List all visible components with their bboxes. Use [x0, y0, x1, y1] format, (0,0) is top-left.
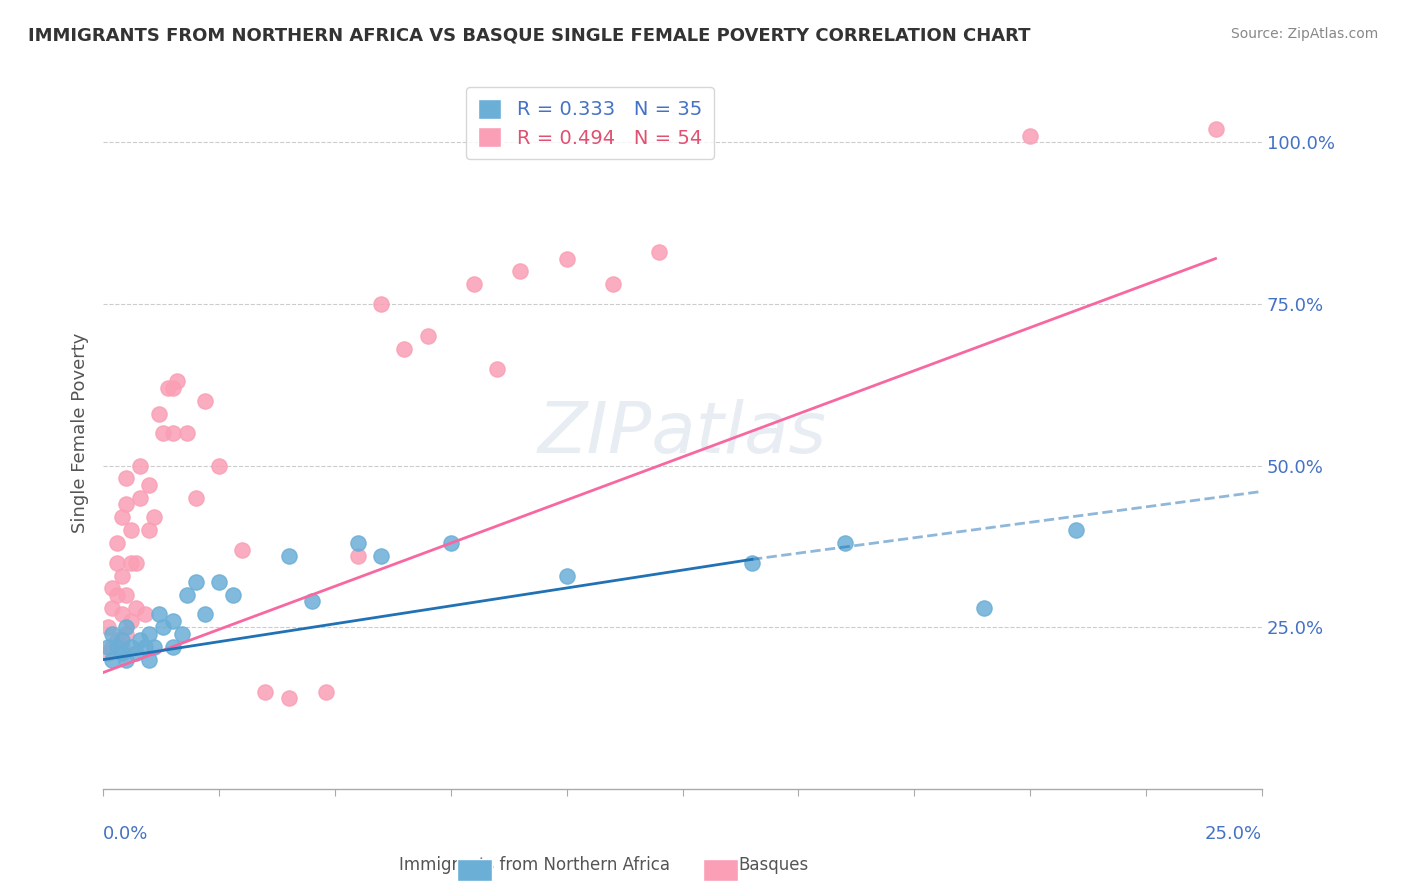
- Point: [101, 582, 124, 596]
- Point: [115, 471, 138, 485]
- Point: [111, 640, 134, 654]
- Point: [194, 393, 217, 408]
- Point: [111, 633, 134, 648]
- Text: 0.0%: 0.0%: [103, 824, 149, 843]
- Point: [416, 329, 439, 343]
- Point: [394, 342, 416, 356]
- Point: [1019, 128, 1042, 143]
- Point: [1066, 523, 1088, 537]
- Point: [166, 375, 188, 389]
- Point: [105, 588, 128, 602]
- Point: [97, 620, 120, 634]
- Point: [347, 549, 370, 563]
- Point: [111, 568, 134, 582]
- Point: [97, 646, 120, 660]
- Text: ZIPatlas: ZIPatlas: [538, 399, 827, 467]
- Point: [129, 491, 152, 505]
- Point: [138, 626, 160, 640]
- Point: [254, 685, 277, 699]
- Point: [741, 556, 763, 570]
- Point: [124, 556, 146, 570]
- Point: [134, 640, 156, 654]
- Point: [143, 640, 166, 654]
- Point: [101, 640, 124, 654]
- Text: IMMIGRANTS FROM NORTHERN AFRICA VS BASQUE SINGLE FEMALE POVERTY CORRELATION CHAR: IMMIGRANTS FROM NORTHERN AFRICA VS BASQU…: [28, 27, 1031, 45]
- Point: [277, 691, 299, 706]
- Text: Basques: Basques: [738, 856, 808, 874]
- Text: Source: ZipAtlas.com: Source: ZipAtlas.com: [1230, 27, 1378, 41]
- Point: [148, 407, 170, 421]
- Point: [170, 626, 193, 640]
- Point: [486, 361, 509, 376]
- Point: [111, 510, 134, 524]
- Point: [101, 626, 124, 640]
- Point: [120, 556, 142, 570]
- Point: [184, 574, 207, 589]
- Point: [440, 536, 463, 550]
- Text: Immigrants from Northern Africa: Immigrants from Northern Africa: [399, 856, 669, 874]
- Point: [301, 594, 323, 608]
- Point: [105, 536, 128, 550]
- Point: [463, 277, 485, 292]
- Point: [129, 633, 152, 648]
- Point: [162, 381, 184, 395]
- Point: [111, 646, 134, 660]
- Point: [124, 646, 146, 660]
- Point: [555, 252, 578, 266]
- Point: [111, 607, 134, 622]
- Point: [143, 510, 166, 524]
- Point: [176, 588, 198, 602]
- Point: [105, 633, 128, 648]
- Point: [602, 277, 624, 292]
- Point: [120, 523, 142, 537]
- Point: [120, 640, 142, 654]
- Point: [115, 620, 138, 634]
- Point: [222, 588, 245, 602]
- Point: [648, 245, 671, 260]
- Point: [152, 426, 174, 441]
- Point: [157, 381, 180, 395]
- Point: [101, 652, 124, 666]
- Point: [176, 426, 198, 441]
- Point: [184, 491, 207, 505]
- Point: [208, 574, 231, 589]
- Point: [129, 458, 152, 473]
- Point: [194, 607, 217, 622]
- Text: 25.0%: 25.0%: [1205, 824, 1263, 843]
- Legend: R = 0.333   N = 35, R = 0.494   N = 54: R = 0.333 N = 35, R = 0.494 N = 54: [465, 87, 714, 160]
- Point: [97, 640, 120, 654]
- Point: [138, 478, 160, 492]
- Point: [115, 588, 138, 602]
- Point: [148, 607, 170, 622]
- Point: [555, 568, 578, 582]
- Point: [162, 640, 184, 654]
- Point: [370, 549, 392, 563]
- Point: [162, 426, 184, 441]
- Point: [120, 614, 142, 628]
- Point: [124, 600, 146, 615]
- Point: [115, 497, 138, 511]
- Point: [1205, 122, 1227, 136]
- Point: [152, 620, 174, 634]
- Point: [347, 536, 370, 550]
- Point: [105, 556, 128, 570]
- Point: [509, 264, 531, 278]
- Point: [115, 626, 138, 640]
- Point: [973, 600, 995, 615]
- Y-axis label: Single Female Poverty: Single Female Poverty: [72, 333, 89, 533]
- Point: [115, 652, 138, 666]
- Point: [138, 523, 160, 537]
- Point: [162, 614, 184, 628]
- Point: [105, 640, 128, 654]
- Point: [138, 652, 160, 666]
- Point: [277, 549, 299, 563]
- Point: [315, 685, 337, 699]
- Point: [101, 600, 124, 615]
- Point: [208, 458, 231, 473]
- Point: [834, 536, 856, 550]
- Point: [231, 542, 253, 557]
- Point: [134, 607, 156, 622]
- Point: [370, 297, 392, 311]
